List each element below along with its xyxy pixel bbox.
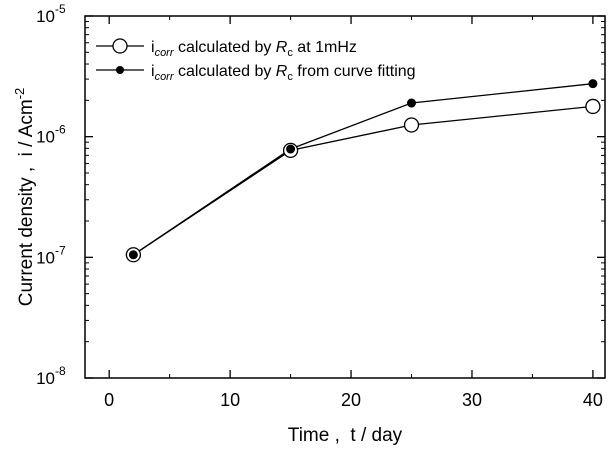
series-2-point bbox=[407, 98, 417, 108]
legend-label-part: calculated by bbox=[174, 63, 276, 80]
series-2-point bbox=[286, 144, 296, 154]
plot-frame bbox=[84, 15, 606, 379]
x-tick-label: 10 bbox=[220, 390, 240, 410]
series-markers bbox=[125, 79, 601, 263]
series-line-1 bbox=[133, 105, 593, 256]
series-1-point bbox=[403, 117, 420, 133]
x-tick-label: 0 bbox=[104, 390, 114, 410]
legend-label-part: R bbox=[276, 63, 288, 80]
legend-label-1: icorr calculated by Rc at 1mHz bbox=[151, 39, 357, 59]
series-2-point bbox=[128, 250, 138, 260]
legend-label-part: at 1mHz bbox=[293, 39, 357, 56]
x-tick-label: 30 bbox=[462, 390, 482, 410]
legend-label-part: c bbox=[287, 71, 293, 83]
y-axis-label: Current density , i / Acm-2 bbox=[12, 88, 37, 307]
legend-label-part: R bbox=[276, 39, 288, 56]
legend-label-part: i bbox=[151, 39, 155, 56]
legend-label-part: calculated by bbox=[174, 39, 276, 56]
legend-marker-1 bbox=[112, 38, 128, 54]
y-tick-label-exponent: -6 bbox=[55, 123, 66, 137]
y-axis-label-superscript: -2 bbox=[12, 88, 27, 100]
y-tick-label: 10 bbox=[36, 369, 55, 388]
legend-label-part: corr bbox=[155, 71, 175, 83]
legend-label-part: from curve fitting bbox=[293, 63, 416, 80]
y-tick-label: 10 bbox=[36, 7, 55, 26]
series-1-point bbox=[585, 98, 601, 115]
x-tick-label: 20 bbox=[341, 390, 361, 410]
legend-label-part: c bbox=[287, 47, 293, 59]
series-2-point bbox=[588, 79, 598, 89]
x-axis-label: Time , t / day bbox=[288, 425, 403, 446]
legend-label-part: corr bbox=[155, 47, 175, 59]
x-tick-label: 40 bbox=[583, 390, 603, 410]
y-tick-label: 10 bbox=[36, 248, 55, 267]
y-tick-label: 10 bbox=[36, 128, 55, 147]
y-tick-label-exponent: -8 bbox=[55, 364, 66, 378]
y-tick-label-exponent: -7 bbox=[55, 243, 66, 257]
y-axis-label-text: Current density , i / Acm bbox=[16, 99, 37, 306]
legend-label-2: icorr calculated by Rc from curve fittin… bbox=[151, 63, 416, 83]
legend-marker-2 bbox=[116, 66, 124, 74]
legend-label-part: i bbox=[151, 63, 155, 80]
series-line-2 bbox=[133, 83, 593, 256]
series-lines bbox=[133, 83, 593, 256]
y-tick-label-exponent: -5 bbox=[55, 2, 66, 16]
